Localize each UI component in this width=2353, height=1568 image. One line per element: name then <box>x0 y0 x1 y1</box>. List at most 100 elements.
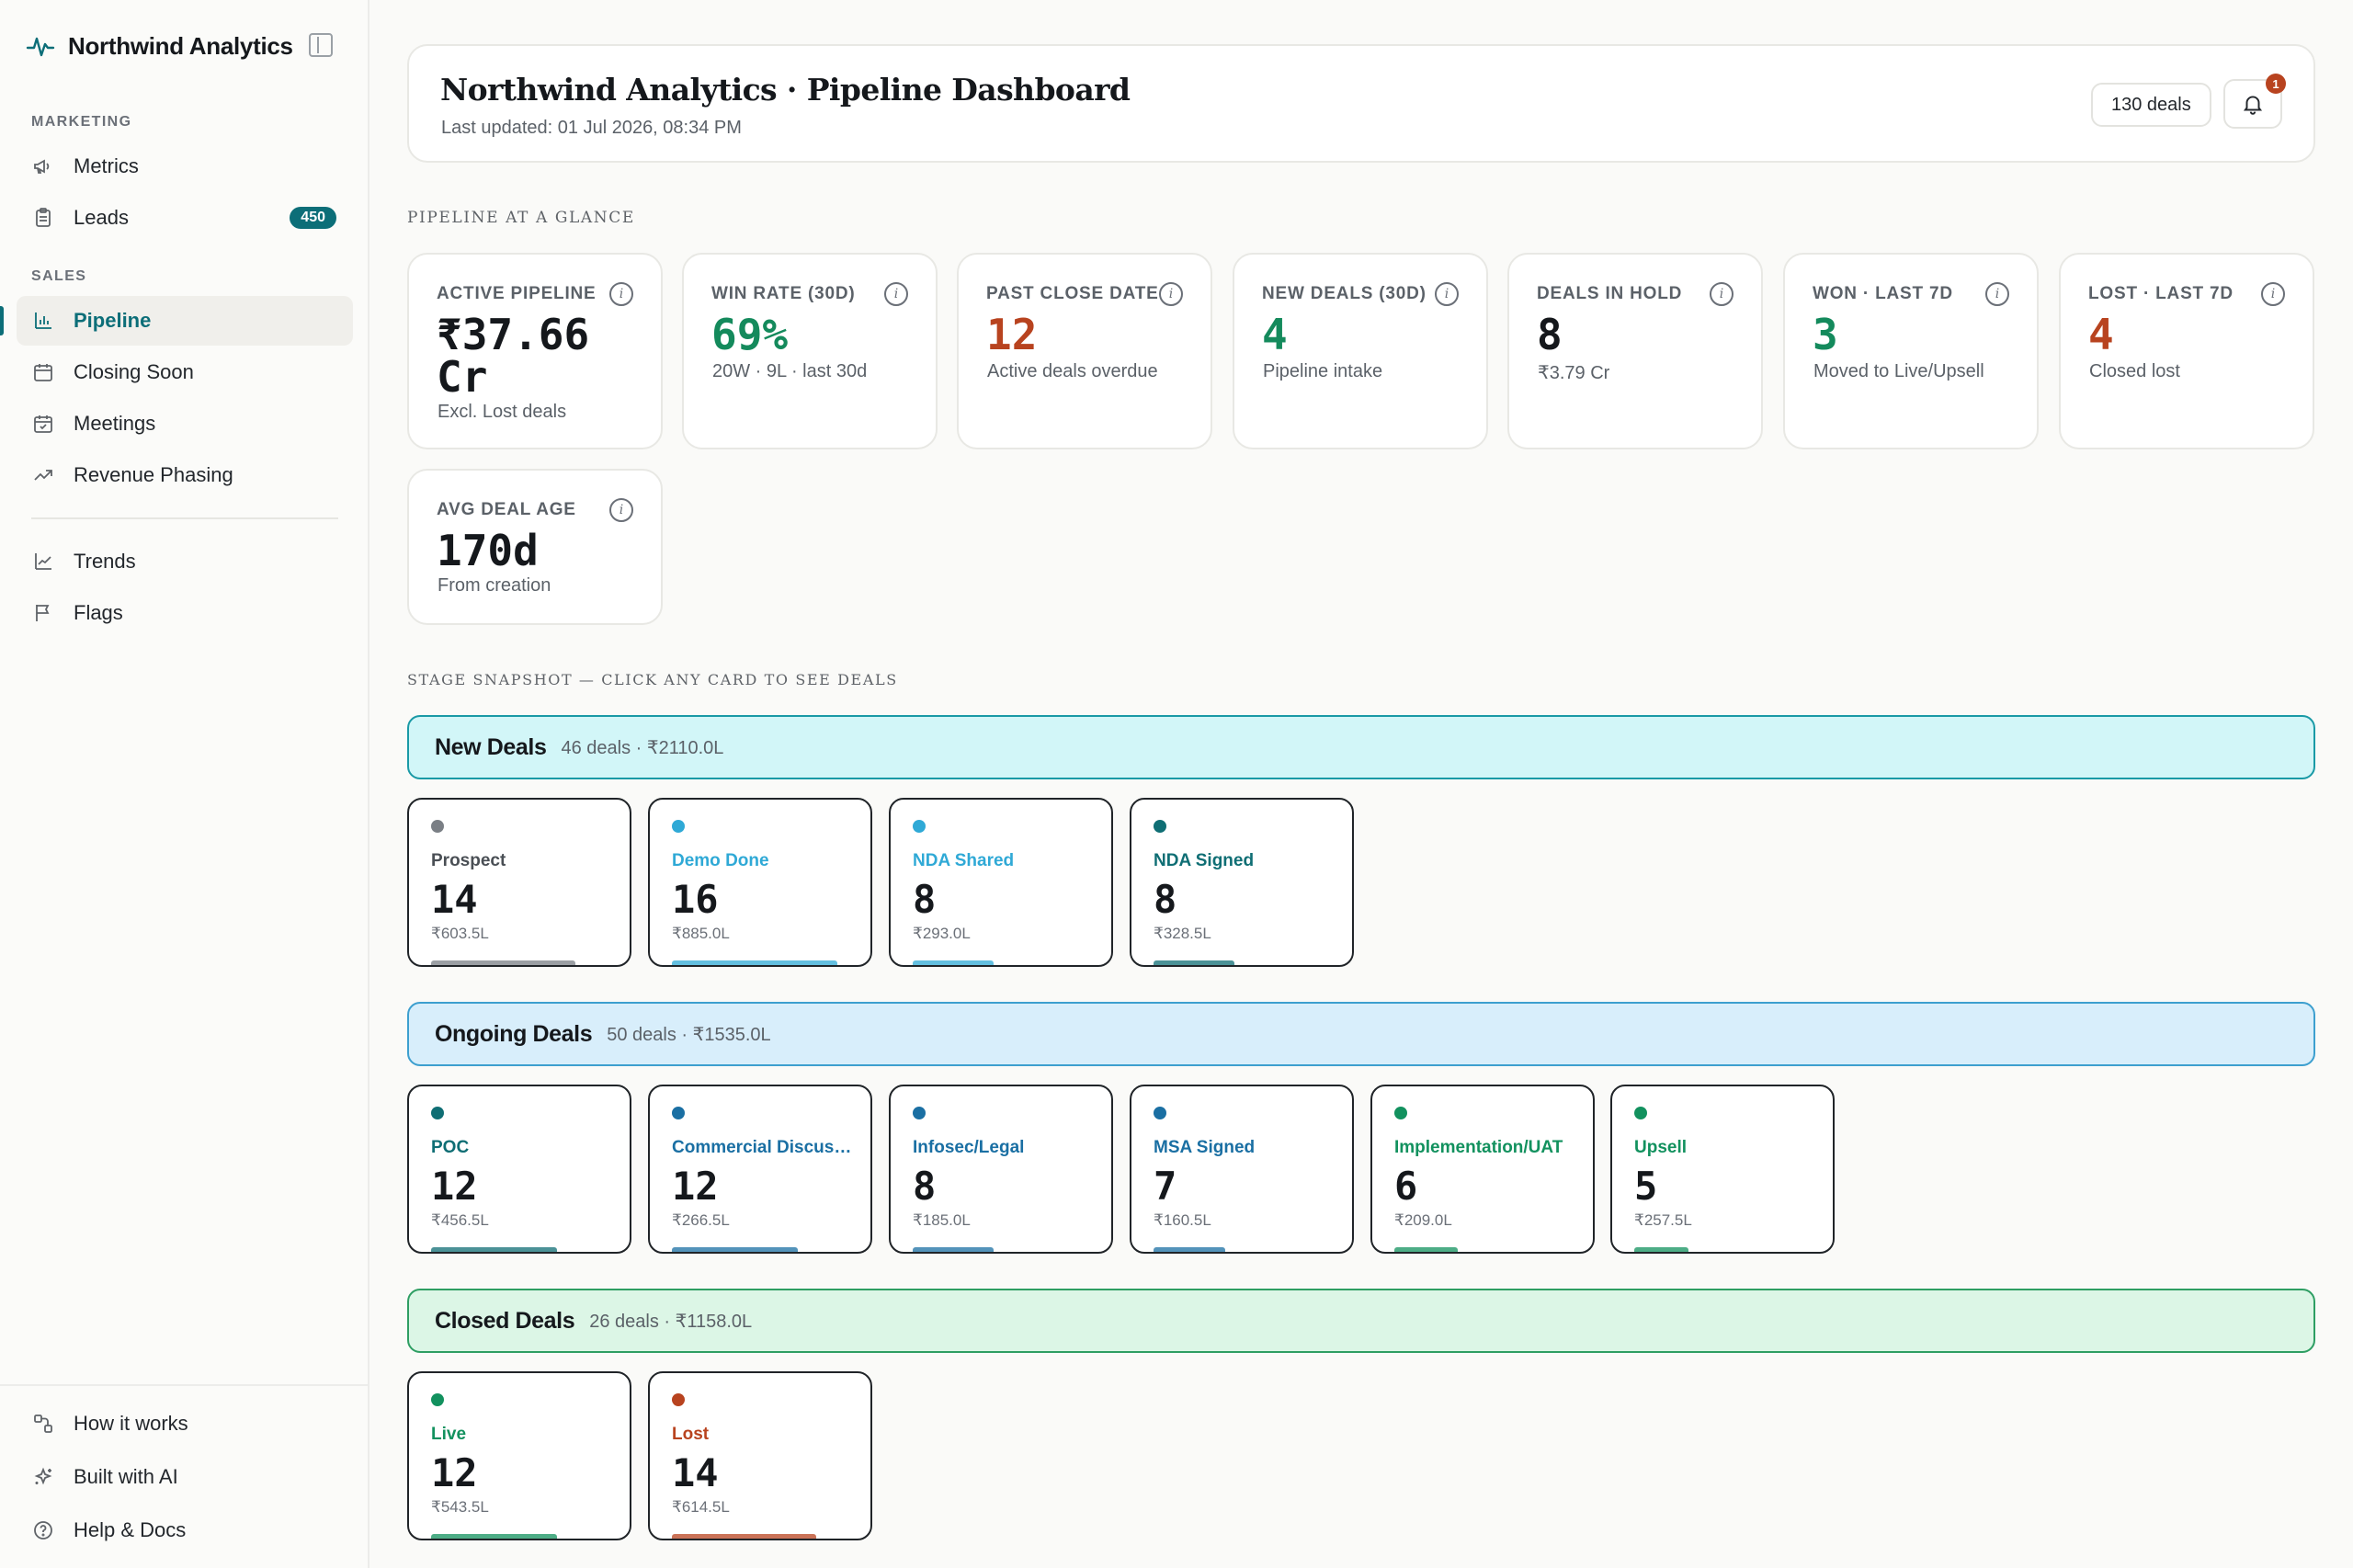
leads-count-badge: 450 <box>290 207 336 229</box>
stage-name: POC <box>431 1138 470 1157</box>
info-icon[interactable]: i <box>609 498 633 522</box>
sidebar: Northwind Analytics MARKETING Metrics Le… <box>0 0 369 1568</box>
kpi-card-won-last-7d[interactable]: WON · LAST 7D i 3 Moved to Live/Upsell <box>1783 253 2039 449</box>
brand-name: Northwind Analytics <box>68 31 293 60</box>
stage-card-implementation-uat[interactable]: Implementation/UAT 6 ₹209.0L <box>1370 1085 1595 1254</box>
stage-count: 14 <box>431 877 478 922</box>
stage-name: Commercial Discussion <box>672 1138 859 1157</box>
kpi-value: ₹37.66 Cr <box>437 310 590 402</box>
stage-dot <box>913 820 926 833</box>
brand[interactable]: Northwind Analytics <box>26 28 293 64</box>
stage-dot <box>431 1107 444 1119</box>
stage-card-nda-shared[interactable]: NDA Shared 8 ₹293.0L <box>889 798 1113 967</box>
stage-group-closed-deals[interactable]: Closed Deals 26 deals · ₹1158.0L <box>407 1289 2315 1353</box>
stage-group-ongoing-deals[interactable]: Ongoing Deals 50 deals · ₹1535.0L <box>407 1002 2315 1066</box>
stage-card-infosec-legal[interactable]: Infosec/Legal 8 ₹185.0L <box>889 1085 1113 1254</box>
stage-name: Live <box>431 1425 467 1444</box>
page-header: Northwind Analytics · Pipeline Dashboard… <box>407 44 2315 163</box>
kpi-note: Closed lost <box>2089 361 2180 381</box>
info-icon[interactable]: i <box>1435 282 1459 306</box>
sidebar-item-how-it-works[interactable]: How it works <box>17 1399 353 1449</box>
kpi-note: Moved to Live/Upsell <box>1813 361 1984 381</box>
kpi-label: AVG DEAL AGE <box>437 500 576 519</box>
bell-icon <box>2243 96 2263 115</box>
sidebar-item-label: Leads <box>74 206 129 229</box>
sidebar-item-meetings[interactable]: Meetings <box>17 399 353 449</box>
stage-bar <box>431 1247 557 1252</box>
stage-card-nda-signed[interactable]: NDA Signed 8 ₹328.5L <box>1130 798 1354 967</box>
sidebar-item-label: How it works <box>74 1412 188 1435</box>
stage-group-new-deals[interactable]: New Deals 46 deals · ₹2110.0L <box>407 715 2315 779</box>
sidebar-item-built-with-ai[interactable]: Built with AI <box>17 1452 353 1502</box>
stage-count: 12 <box>431 1164 478 1209</box>
stage-name: Prospect <box>431 851 506 870</box>
sidebar-collapse-icon[interactable] <box>309 33 333 57</box>
kpi-card-past-close-date[interactable]: PAST CLOSE DATE i 12 Active deals overdu… <box>957 253 1212 449</box>
stage-card-demo-done[interactable]: Demo Done 16 ₹885.0L <box>648 798 872 967</box>
stage-card-prospect[interactable]: Prospect 14 ₹603.5L <box>407 798 631 967</box>
sidebar-item-leads[interactable]: Leads 450 <box>17 193 353 243</box>
stage-dot <box>672 820 685 833</box>
stage-name: MSA Signed <box>1154 1138 1256 1157</box>
stage-bar <box>1154 1247 1225 1252</box>
stage-card-poc[interactable]: POC 12 ₹456.5L <box>407 1085 631 1254</box>
stage-section-title: STAGE SNAPSHOT — CLICK ANY CARD TO SEE D… <box>407 671 898 688</box>
stage-card-lost[interactable]: Lost 14 ₹614.5L <box>648 1371 872 1540</box>
stage-count: 6 <box>1394 1164 1418 1209</box>
kpi-card-active-pipeline[interactable]: ACTIVE PIPELINE i ₹37.66 Cr Excl. Lost d… <box>407 253 663 449</box>
kpi-card-new-deals[interactable]: NEW DEALS (30D) i 4 Pipeline intake <box>1233 253 1488 449</box>
deals-count-pill[interactable]: 130 deals <box>2091 83 2211 127</box>
stage-amount: ₹185.0L <box>913 1211 971 1229</box>
stage-amount: ₹257.5L <box>1634 1211 1692 1229</box>
stage-count: 12 <box>672 1164 719 1209</box>
stage-bar <box>672 960 837 965</box>
stage-amount: ₹209.0L <box>1394 1211 1452 1229</box>
info-icon[interactable]: i <box>2261 282 2285 306</box>
group-meta: 46 deals · ₹2110.0L <box>561 737 724 758</box>
stage-card-live[interactable]: Live 12 ₹543.5L <box>407 1371 631 1540</box>
info-icon[interactable]: i <box>1159 282 1183 306</box>
stage-bar <box>431 1534 557 1539</box>
stage-name: Upsell <box>1634 1138 1688 1157</box>
stage-card-msa-signed[interactable]: MSA Signed 7 ₹160.5L <box>1130 1085 1354 1254</box>
sidebar-item-label: Help & Docs <box>74 1518 187 1541</box>
sidebar-item-flags[interactable]: Flags <box>17 588 353 638</box>
stage-count: 14 <box>672 1450 719 1495</box>
nav-section-marketing: MARKETING <box>31 114 132 130</box>
stage-card-upsell[interactable]: Upsell 5 ₹257.5L <box>1610 1085 1835 1254</box>
stage-bar <box>672 1247 798 1252</box>
stage-count: 16 <box>672 877 719 922</box>
kpi-card-win-rate[interactable]: WIN RATE (30D) i 69% 20W · 9L · last 30d <box>682 253 938 449</box>
kpi-value: 69% <box>711 310 789 359</box>
kpi-note: Active deals overdue <box>987 361 1158 381</box>
notifications-button[interactable]: 1 <box>2223 74 2286 129</box>
sidebar-item-closing-soon[interactable]: Closing Soon <box>17 347 353 397</box>
kpi-label: NEW DEALS (30D) <box>1262 284 1427 303</box>
stage-dot <box>672 1107 685 1119</box>
calendar-icon <box>31 360 55 384</box>
info-icon[interactable]: i <box>884 282 908 306</box>
kpi-card-lost-last-7d[interactable]: LOST · LAST 7D i 4 Closed lost <box>2059 253 2314 449</box>
stage-count: 5 <box>1634 1164 1658 1209</box>
sidebar-item-pipeline[interactable]: Pipeline <box>17 296 353 346</box>
kpi-card-avg-deal-age[interactable]: AVG DEAL AGE i 170d From creation <box>407 469 663 625</box>
group-name: New Deals <box>435 733 547 760</box>
kpi-note: Excl. Lost deals <box>438 402 567 422</box>
nav-section-sales: SALES <box>31 268 87 284</box>
kpi-card-deals-in-hold[interactable]: DEALS IN HOLD i 8 ₹3.79 Cr <box>1507 253 1763 449</box>
sidebar-item-metrics[interactable]: Metrics <box>17 142 353 191</box>
stage-bar <box>913 1247 994 1252</box>
info-icon[interactable]: i <box>1710 282 1733 306</box>
active-indicator <box>0 306 4 335</box>
footer-divider <box>0 1384 369 1386</box>
stage-card-commercial-discussion[interactable]: Commercial Discussion 12 ₹266.5L <box>648 1085 872 1254</box>
kpi-value: 12 <box>986 310 1038 359</box>
trending-up-icon <box>31 463 55 487</box>
info-icon[interactable]: i <box>609 282 633 306</box>
stage-name: NDA Shared <box>913 851 1015 870</box>
info-icon[interactable]: i <box>1985 282 2009 306</box>
sidebar-item-revenue-phasing[interactable]: Revenue Phasing <box>17 450 353 500</box>
sidebar-item-trends[interactable]: Trends <box>17 537 353 586</box>
sidebar-item-help-docs[interactable]: Help & Docs <box>17 1506 353 1555</box>
stage-amount: ₹293.0L <box>913 925 971 942</box>
